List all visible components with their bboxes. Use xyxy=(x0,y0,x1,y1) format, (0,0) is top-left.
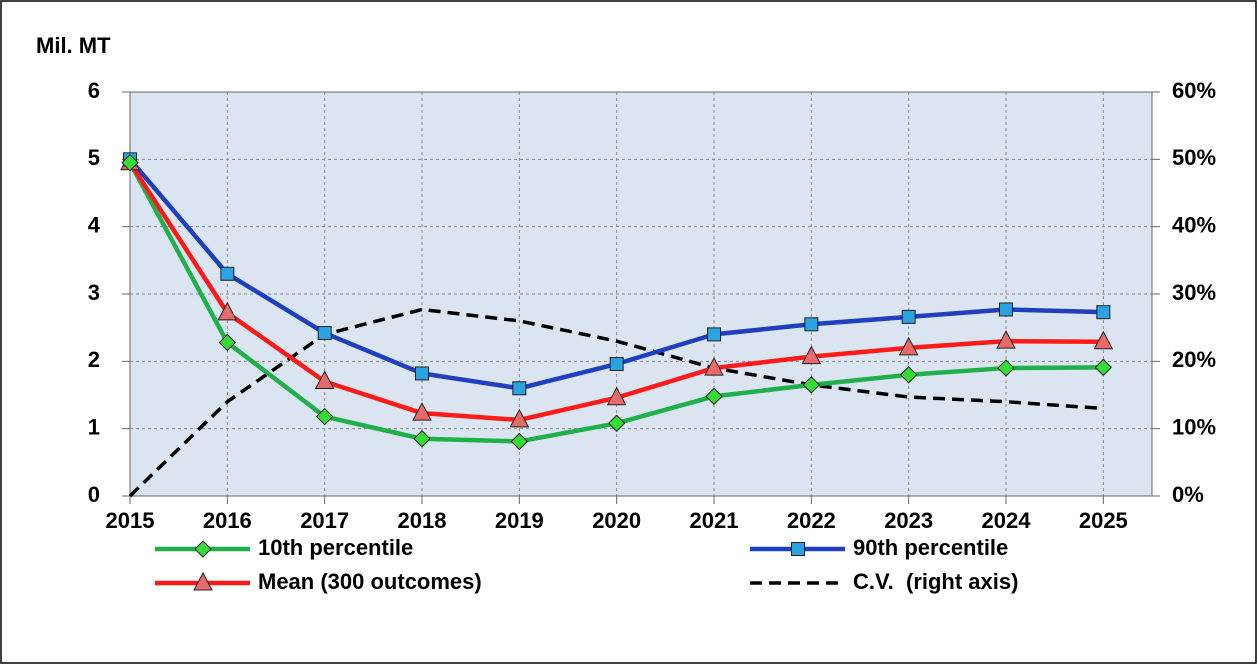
marker xyxy=(901,309,916,324)
x-tick-label: 2025 xyxy=(1079,508,1128,533)
marker xyxy=(509,408,530,428)
marker xyxy=(220,266,235,281)
legend-marker xyxy=(193,571,213,591)
y-tick-label: 2 xyxy=(88,347,100,372)
marker xyxy=(512,381,527,396)
marker xyxy=(510,432,529,451)
marker xyxy=(121,153,139,172)
legend-marker xyxy=(791,542,805,556)
marker xyxy=(412,402,432,421)
marker xyxy=(802,376,821,394)
marker xyxy=(1096,305,1111,320)
y-tick-label: 5 xyxy=(88,145,100,170)
x-tick-label: 2021 xyxy=(690,508,739,533)
x-tick-label: 2015 xyxy=(106,508,155,533)
x-tick-label: 2018 xyxy=(398,508,447,533)
x-tick-label: 2016 xyxy=(203,508,252,533)
marker xyxy=(606,386,627,406)
y-tick-label: 1 xyxy=(88,414,100,439)
marker xyxy=(997,359,1015,377)
marker xyxy=(704,356,724,376)
x-tick-label: 2022 xyxy=(787,508,836,533)
marker xyxy=(217,301,238,321)
marker xyxy=(898,336,919,356)
marker xyxy=(1094,358,1113,377)
y-tick-label: 4 xyxy=(88,212,101,237)
x-tick-label: 2023 xyxy=(884,508,933,533)
marker xyxy=(607,414,626,432)
y2-tick-label: 30% xyxy=(1172,280,1216,305)
y2-tick-label: 40% xyxy=(1172,212,1216,237)
legend-label: 90th percentile xyxy=(853,535,1008,560)
y-axis-label: Mil. MT xyxy=(36,33,111,58)
legend-label: C.V. (right axis) xyxy=(853,569,1018,594)
marker xyxy=(999,302,1013,317)
y2-tick-label: 60% xyxy=(1172,78,1216,103)
marker xyxy=(317,326,332,341)
x-tick-label: 2017 xyxy=(300,508,349,533)
marker xyxy=(415,366,429,381)
y2-tick-label: 10% xyxy=(1172,414,1216,439)
marker xyxy=(996,330,1016,349)
marker xyxy=(218,333,237,352)
y-tick-label: 0 xyxy=(88,482,100,507)
marker xyxy=(1093,330,1114,350)
marker xyxy=(705,387,723,406)
legend-label: 10th percentile xyxy=(258,535,413,560)
y2-tick-label: 20% xyxy=(1172,347,1216,372)
y2-tick-label: 0% xyxy=(1172,482,1204,507)
plot-border xyxy=(129,91,1153,497)
marker xyxy=(315,407,334,426)
marker xyxy=(707,327,721,342)
y2-tick-label: 50% xyxy=(1172,145,1216,170)
marker xyxy=(314,370,335,390)
y-tick-label: 3 xyxy=(88,280,100,305)
legend-marker xyxy=(194,540,212,558)
x-tick-label: 2020 xyxy=(592,508,641,533)
marker xyxy=(413,430,431,448)
marker xyxy=(801,345,822,365)
x-tick-label: 2019 xyxy=(495,508,544,533)
marker xyxy=(609,357,624,372)
legend-label: Mean (300 outcomes) xyxy=(258,569,482,594)
marker xyxy=(804,317,819,332)
x-tick-label: 2024 xyxy=(982,508,1032,533)
marker xyxy=(899,366,918,384)
y-tick-label: 6 xyxy=(88,78,100,103)
